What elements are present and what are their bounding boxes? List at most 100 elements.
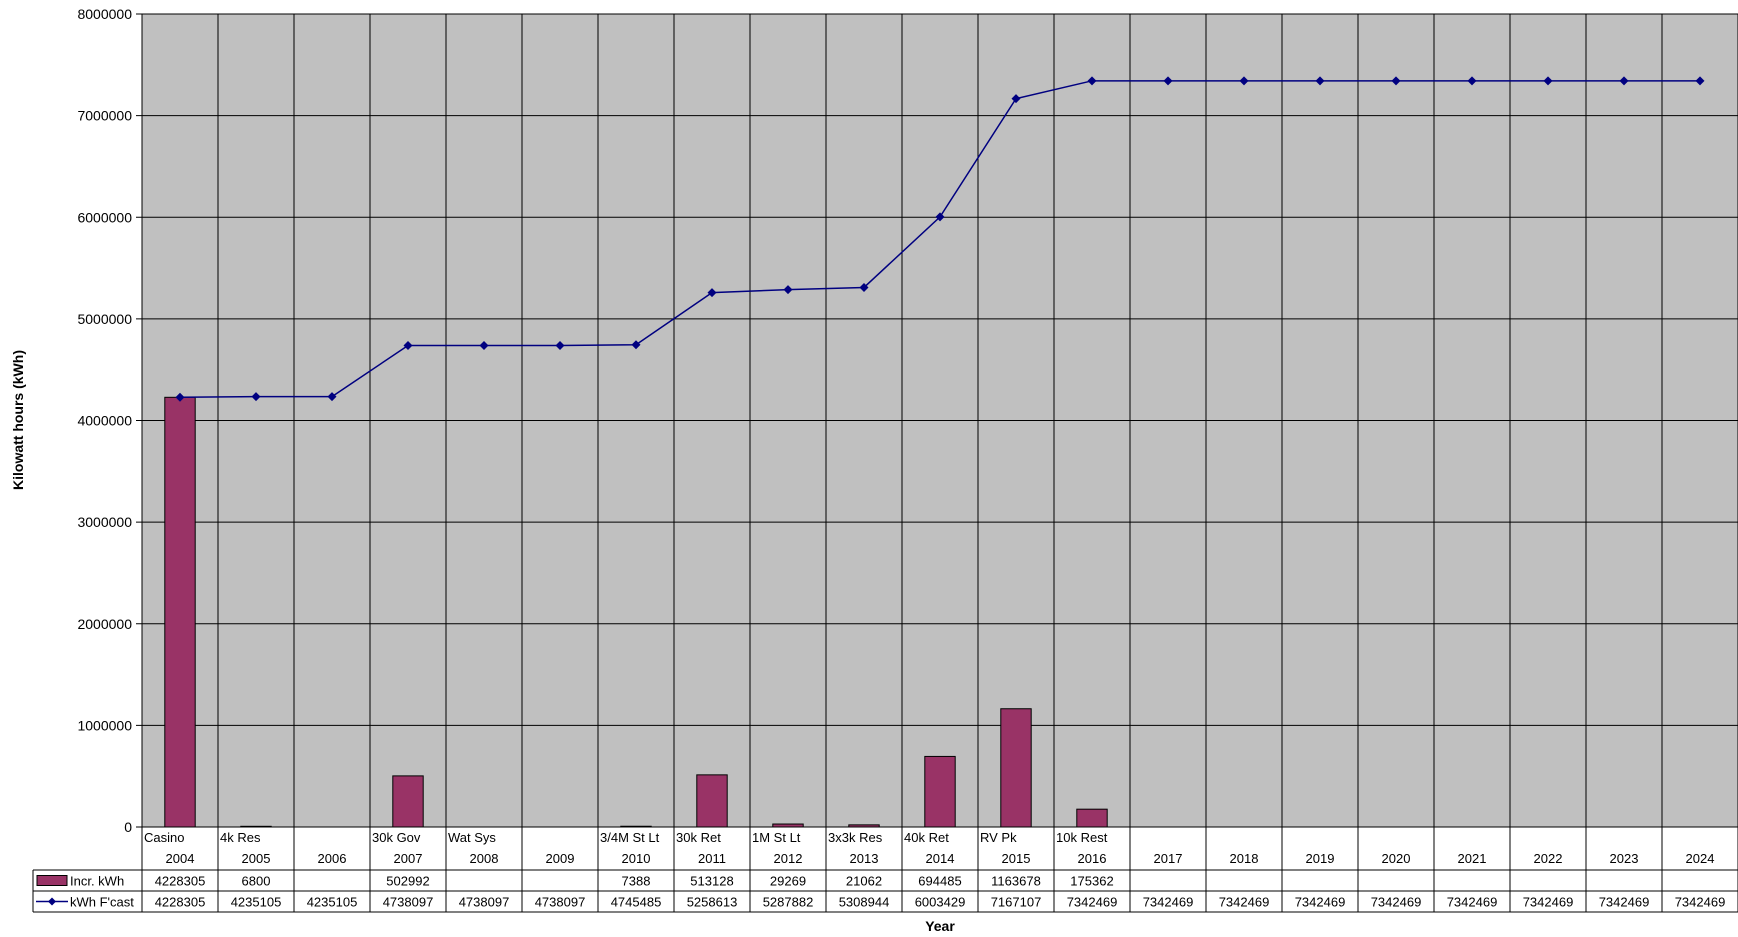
x-tick-label: 2006 [318, 851, 347, 866]
table-value: 4738097 [535, 895, 586, 910]
y-tick-label: 0 [124, 819, 132, 835]
bar [620, 825, 652, 828]
forecast-point [1391, 76, 1401, 86]
x-tick-label: 2005 [242, 851, 271, 866]
bar [1000, 708, 1032, 828]
table-value: 4228305 [155, 874, 206, 889]
table-value: 175362 [1070, 874, 1113, 889]
bar [164, 396, 196, 828]
forecast-point [403, 340, 413, 350]
forecast-point [1695, 76, 1705, 86]
category-annotation: 30k Ret [676, 830, 721, 845]
table-value: 4738097 [459, 895, 510, 910]
forecast-point [327, 392, 337, 402]
bar [696, 774, 728, 828]
forecast-point [631, 340, 641, 350]
legend-label: kWh F'cast [70, 895, 134, 910]
table-value: 7342469 [1523, 895, 1574, 910]
table-value: 5258613 [687, 895, 738, 910]
legend-key-marker [48, 897, 56, 906]
table-value: 4235105 [307, 895, 358, 910]
category-annotation: Casino [144, 830, 184, 845]
category-annotation: Wat Sys [448, 830, 496, 845]
x-tick-label: 2018 [1230, 851, 1259, 866]
y-tick-label: 5000000 [77, 311, 132, 327]
x-tick-label: 2019 [1306, 851, 1335, 866]
x-tick-label: 2021 [1458, 851, 1487, 866]
legend-key-bar [36, 875, 68, 886]
x-tick-label: 2010 [622, 851, 651, 866]
bar [924, 755, 956, 828]
x-tick-label: 2022 [1534, 851, 1563, 866]
x-tick-label: 2012 [774, 851, 803, 866]
table-value: 7342469 [1143, 895, 1194, 910]
y-tick-label: 8000000 [77, 6, 132, 22]
category-annotation: 40k Ret [904, 830, 949, 845]
forecast-point [175, 392, 185, 402]
table-value: 502992 [386, 874, 429, 889]
table-value: 7342469 [1599, 895, 1650, 910]
y-tick-label: 2000000 [77, 616, 132, 632]
forecast-point [1619, 76, 1629, 86]
table-value: 694485 [918, 874, 961, 889]
table-value: 7167107 [991, 895, 1042, 910]
bar [772, 823, 804, 828]
forecast-point [1239, 76, 1249, 86]
category-annotation: RV Pk [980, 830, 1017, 845]
category-annotation: 30k Gov [372, 830, 421, 845]
forecast-point [251, 392, 261, 402]
table-value: 6003429 [915, 895, 966, 910]
table-value: 21062 [846, 874, 882, 889]
table-value: 4228305 [155, 895, 206, 910]
category-annotation: 3/4M St Lt [600, 830, 660, 845]
forecast-point [1315, 76, 1325, 86]
x-tick-label: 2024 [1686, 851, 1715, 866]
bar [392, 775, 424, 828]
x-tick-label: 2004 [166, 851, 195, 866]
forecast-point [859, 282, 869, 292]
forecast-point [935, 212, 945, 222]
x-tick-label: 2015 [1002, 851, 1031, 866]
category-annotation: 3x3k Res [828, 830, 883, 845]
data-table: Casino 2004 4k Res 2005 2006 30k Gov 2007 Wat S… [32, 827, 1738, 913]
x-tick-label: 2023 [1610, 851, 1639, 866]
x-tick-label: 2016 [1078, 851, 1107, 866]
x-tick-label: 2020 [1382, 851, 1411, 866]
x-tick-label: 2011 [698, 851, 726, 866]
y-tick-label: 7000000 [77, 108, 132, 124]
table-value: 7342469 [1371, 895, 1422, 910]
x-tick-label: 2008 [470, 851, 499, 866]
x-tick-label: 2014 [926, 851, 955, 866]
x-tick-label: 2009 [546, 851, 575, 866]
y-axis: 0 1000000 2000000 3000000 4000000 5000000 6000… [77, 6, 132, 835]
x-tick-label: 2017 [1154, 851, 1183, 866]
bar [240, 825, 272, 828]
bar [1076, 808, 1108, 828]
x-tick-label: 2007 [394, 851, 423, 866]
y-axis-title: Kilowatt hours (kWh) [10, 350, 26, 490]
y-tick-label: 3000000 [77, 514, 132, 530]
forecast-point [1087, 76, 1097, 86]
category-annotation: 10k Rest [1056, 830, 1108, 845]
forecast-point [783, 285, 793, 295]
y-tick-label: 4000000 [77, 413, 132, 429]
plot-area [136, 13, 1738, 870]
table-value: 5287882 [763, 895, 814, 910]
table-value: 4745485 [611, 895, 662, 910]
forecast-point [707, 288, 717, 298]
table-value: 513128 [690, 874, 733, 889]
table-value: 7342469 [1295, 895, 1346, 910]
forecast-point [555, 340, 565, 350]
forecast-point [1163, 76, 1173, 86]
forecast-point [1011, 94, 1021, 104]
table-value: 1163678 [991, 874, 1041, 889]
bar [848, 824, 880, 828]
table-value: 7342469 [1219, 895, 1270, 910]
table-value: 4235105 [231, 895, 282, 910]
x-axis-title: Year [925, 918, 955, 934]
legend-label: Incr. kWh [70, 874, 124, 889]
table-value: 4738097 [383, 895, 434, 910]
table-value: 7342469 [1447, 895, 1498, 910]
forecast-point [479, 340, 489, 350]
